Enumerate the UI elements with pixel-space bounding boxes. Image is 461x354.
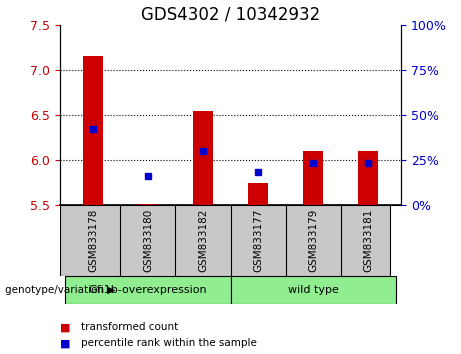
Text: GSM833181: GSM833181 (363, 209, 373, 273)
Text: GSM833177: GSM833177 (253, 209, 263, 273)
Text: GSM833182: GSM833182 (198, 209, 208, 273)
Title: GDS4302 / 10342932: GDS4302 / 10342932 (141, 5, 320, 23)
Text: ■: ■ (60, 338, 71, 348)
Bar (303, 151, 323, 205)
Bar (230, 276, 396, 304)
Bar (138, 204, 158, 205)
Text: Gfi1b-overexpression: Gfi1b-overexpression (89, 285, 207, 295)
Bar (193, 110, 213, 205)
Bar (65, 276, 230, 304)
Text: GSM833178: GSM833178 (88, 209, 98, 273)
Text: genotype/variation ▶: genotype/variation ▶ (5, 285, 115, 295)
Text: ■: ■ (60, 322, 71, 332)
Text: wild type: wild type (288, 285, 338, 295)
Bar (248, 183, 268, 205)
Text: GSM833180: GSM833180 (143, 209, 153, 272)
Bar (83, 56, 103, 205)
Bar (359, 151, 378, 205)
Text: transformed count: transformed count (81, 322, 178, 332)
Text: percentile rank within the sample: percentile rank within the sample (81, 338, 257, 348)
Text: GSM833179: GSM833179 (308, 209, 318, 273)
